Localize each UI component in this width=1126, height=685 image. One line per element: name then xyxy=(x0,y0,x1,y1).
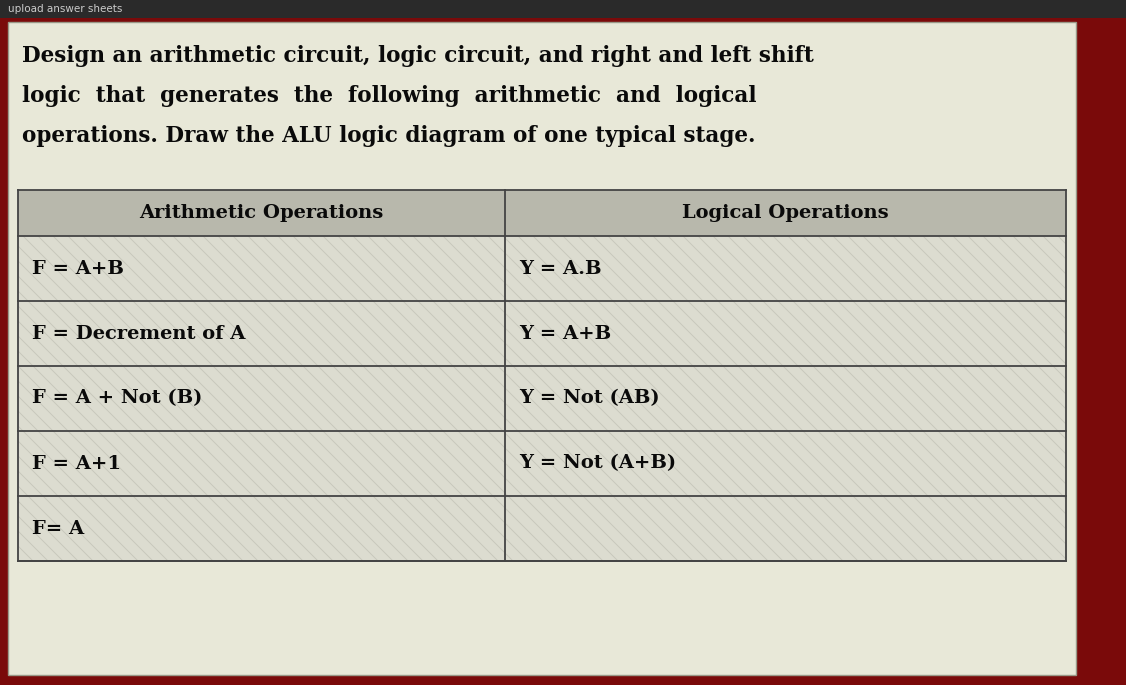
Bar xyxy=(506,190,1066,236)
Text: Logical Operations: Logical Operations xyxy=(682,204,888,222)
Text: upload answer sheets: upload answer sheets xyxy=(8,4,123,14)
Text: F = A + Not (B): F = A + Not (B) xyxy=(32,390,203,408)
Text: Y = A+B: Y = A+B xyxy=(519,325,611,342)
Bar xyxy=(18,190,1066,561)
Bar xyxy=(18,190,506,236)
Text: Y = Not (AB): Y = Not (AB) xyxy=(519,390,660,408)
Text: logic  that  generates  the  following  arithmetic  and  logical: logic that generates the following arith… xyxy=(23,85,757,107)
Text: F = Decrement of A: F = Decrement of A xyxy=(32,325,245,342)
Text: F= A: F= A xyxy=(32,519,84,538)
Text: F = A+1: F = A+1 xyxy=(32,455,122,473)
Text: operations. Draw the ALU logic diagram of one typical stage.: operations. Draw the ALU logic diagram o… xyxy=(23,125,756,147)
Bar xyxy=(18,190,1066,561)
Text: Y = Not (A+B): Y = Not (A+B) xyxy=(519,455,677,473)
Text: Y = A.B: Y = A.B xyxy=(519,260,602,277)
Text: F = A+B: F = A+B xyxy=(32,260,124,277)
Text: Arithmetic Operations: Arithmetic Operations xyxy=(140,204,384,222)
Text: Design an arithmetic circuit, logic circuit, and right and left shift: Design an arithmetic circuit, logic circ… xyxy=(23,45,814,67)
Bar xyxy=(0,0,1126,18)
